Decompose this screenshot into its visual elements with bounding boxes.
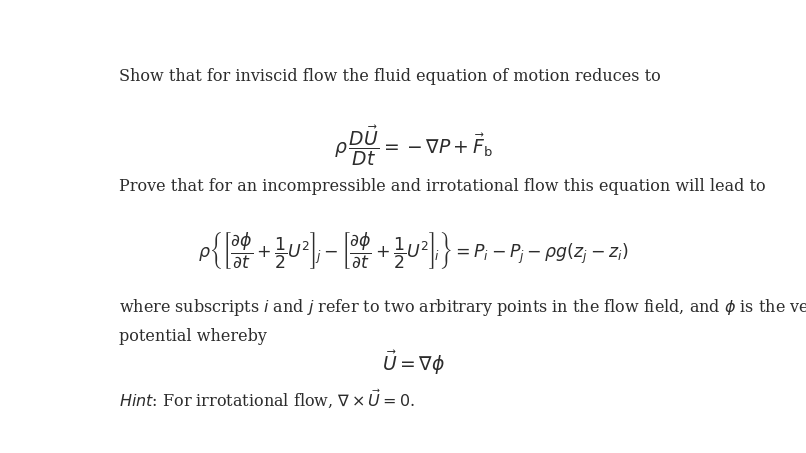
Text: $\rho\left\{\left[\dfrac{\partial\phi}{\partial t} + \dfrac{1}{2}U^2\right]_{\!j: $\rho\left\{\left[\dfrac{\partial\phi}{\… bbox=[198, 231, 628, 272]
Text: $\rho\,\dfrac{D\vec{U}}{Dt} = -\nabla P + \vec{F}_{\mathrm{b}}$: $\rho\,\dfrac{D\vec{U}}{Dt} = -\nabla P … bbox=[334, 124, 492, 168]
Text: Prove that for an incompressible and irrotational flow this equation will lead t: Prove that for an incompressible and irr… bbox=[119, 178, 767, 195]
Text: where subscripts $i$ and $j$ refer to two arbitrary points in the flow field, an: where subscripts $i$ and $j$ refer to tw… bbox=[119, 297, 806, 318]
Text: Show that for inviscid flow the fluid equation of motion reduces to: Show that for inviscid flow the fluid eq… bbox=[119, 68, 661, 85]
Text: potential whereby: potential whereby bbox=[119, 328, 268, 345]
Text: $\vec{U} = \nabla\phi$: $\vec{U} = \nabla\phi$ bbox=[381, 349, 445, 377]
Text: $\mathit{Hint}$: For irrotational flow, $\nabla \times \vec{U} = 0$.: $\mathit{Hint}$: For irrotational flow, … bbox=[119, 387, 416, 410]
